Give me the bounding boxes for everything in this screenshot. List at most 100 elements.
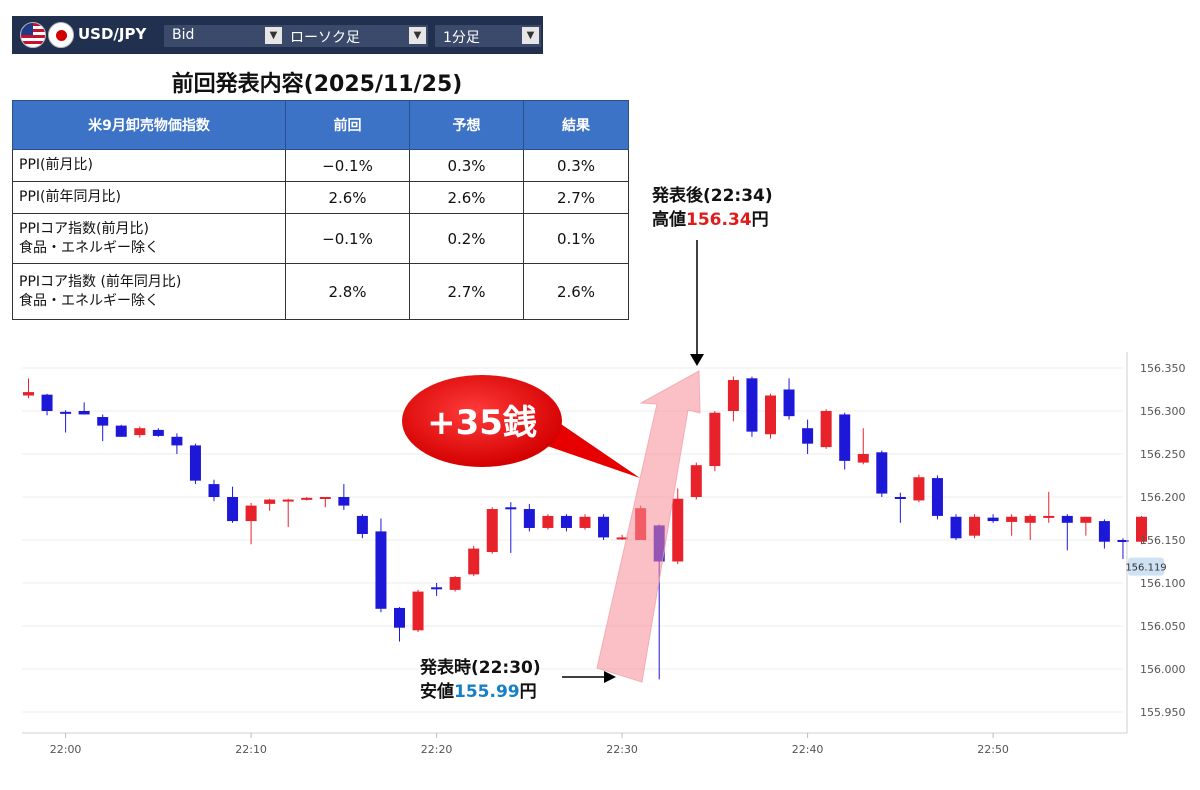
candle-body (505, 507, 517, 510)
table-row: PPI(前年同月比) 2.6% 2.6% 2.7% (12, 181, 629, 214)
y-tick-label: 156.100 (1140, 577, 1186, 590)
candle-body (78, 411, 90, 415)
cell-forecast: 2.6% (409, 181, 524, 214)
candle-body (412, 591, 424, 631)
table-title: 前回発表内容(2025/11/25) (171, 72, 463, 97)
x-tick-label: 22:40 (792, 743, 824, 756)
candle-body (152, 429, 164, 436)
candle-body (579, 516, 591, 528)
header-result: 結果 (523, 100, 629, 150)
release-time-note: 発表時(22:30) 安値155.99円 (420, 656, 541, 704)
release-time-title: 発表時(22:30) (420, 658, 541, 678)
candle-body (523, 509, 535, 528)
y-tick-label: 156.150 (1140, 534, 1186, 547)
ppi-table: 米9月卸売物価指数 前回 予想 結果 PPI(前月比) −0.1% 0.3% 0… (12, 100, 629, 320)
y-tick-label: 155.950 (1140, 706, 1186, 719)
row-label: PPIコア指数 (前年同月比) 食品・エネルギー除く (12, 263, 286, 320)
y-tick-label: 156.050 (1140, 620, 1186, 633)
candle-body (97, 417, 109, 426)
table-row: PPIコア指数 (前年同月比) 食品・エネルギー除く 2.8% 2.7% 2.6% (12, 263, 629, 320)
candle-body (60, 411, 72, 414)
us-flag-icon (20, 22, 46, 48)
candle-body (319, 497, 331, 499)
timeframe-select[interactable]: 1分足 ▼ (435, 25, 541, 47)
rise-arrow (596, 370, 701, 683)
candle-body (560, 515, 572, 528)
candle-body (282, 499, 294, 502)
cell-result: 0.1% (523, 213, 629, 264)
x-tick-label: 22:20 (421, 743, 453, 756)
candle-body (468, 548, 480, 575)
candle-body (783, 389, 795, 417)
candle-body (765, 395, 776, 435)
cell-previous: 2.8% (285, 263, 410, 320)
candle-body (802, 428, 814, 444)
jp-flag-icon (48, 22, 74, 48)
candle-body (969, 516, 981, 536)
candle-body (876, 452, 888, 494)
candle-body (486, 509, 498, 553)
candle-body (746, 378, 758, 432)
cell-result: 2.7% (523, 181, 629, 214)
chart-type-select[interactable]: ローソク足 ▼ (282, 25, 428, 47)
price-type-value: Bid (172, 27, 195, 43)
chevron-down-icon: ▼ (409, 27, 426, 44)
candle-body (301, 497, 313, 500)
x-tick-label: 22:50 (977, 743, 1009, 756)
candle-body (1136, 516, 1147, 542)
candle-body (115, 425, 127, 437)
candle-body (931, 478, 943, 516)
current-price-label: 156.119 (1125, 563, 1166, 574)
after-release-title: 発表後(22:34) (652, 186, 773, 206)
cell-result: 0.3% (523, 149, 629, 182)
candle-body (598, 516, 610, 538)
candle-body (23, 392, 34, 396)
x-tick-label: 22:00 (50, 743, 82, 756)
header-indicator: 米9月卸売物価指数 (12, 100, 286, 150)
after-release-high: 高値156.34円 (652, 210, 769, 230)
grid-lines (22, 367, 1123, 713)
candle-body (1024, 515, 1036, 523)
candle-body (375, 531, 387, 609)
candle-body (913, 477, 925, 501)
y-tick-label: 156.300 (1140, 405, 1186, 418)
candle-body (1006, 516, 1018, 522)
cell-forecast: 2.7% (409, 263, 524, 320)
currency-pair-label[interactable]: USD/JPY (78, 25, 147, 43)
chart-type-value: ローソク足 (290, 30, 360, 46)
annotation-overlay: +35銭 (402, 240, 704, 683)
table-header-row: 米9月卸売物価指数 前回 予想 結果 (12, 100, 629, 150)
y-tick-label: 156.000 (1140, 663, 1186, 676)
y-tick-label: 156.250 (1140, 448, 1186, 461)
axes: 156.350 156.300 156.250 156.200 156.150 156.1… (22, 352, 1186, 756)
price-type-select[interactable]: Bid ▼ (164, 25, 284, 47)
candle-body (449, 576, 461, 590)
candle-body (208, 484, 220, 497)
y-tick-label: 156.350 (1140, 362, 1186, 375)
x-tick-label: 22:10 (235, 743, 267, 756)
candle-body (727, 380, 739, 411)
candle-body (894, 497, 906, 499)
low-value: 155.99 (454, 682, 520, 702)
cell-result: 2.6% (523, 263, 629, 320)
candle-body (189, 445, 201, 481)
candle-body (987, 517, 999, 522)
toolbar: USD/JPY Bid ▼ ローソク足 ▼ 1分足 ▼ (12, 16, 543, 54)
release-time-low: 安値155.99円 (420, 682, 537, 702)
current-price-badge (1128, 557, 1164, 576)
cell-previous: −0.1% (285, 149, 410, 182)
table-row: PPI(前月比) −0.1% 0.3% 0.3% (12, 149, 629, 182)
candle-body (264, 499, 276, 504)
cell-previous: 2.6% (285, 181, 410, 214)
y-tick-label: 156.200 (1140, 491, 1186, 504)
candle-body (950, 516, 962, 539)
candle-body (431, 587, 443, 590)
candle-body (356, 515, 368, 534)
candle-body (394, 607, 405, 628)
candle-body (709, 412, 721, 467)
candle-body (338, 497, 350, 506)
candle-body (839, 414, 851, 461)
candle-body (134, 428, 146, 436)
candle-body (616, 537, 628, 540)
